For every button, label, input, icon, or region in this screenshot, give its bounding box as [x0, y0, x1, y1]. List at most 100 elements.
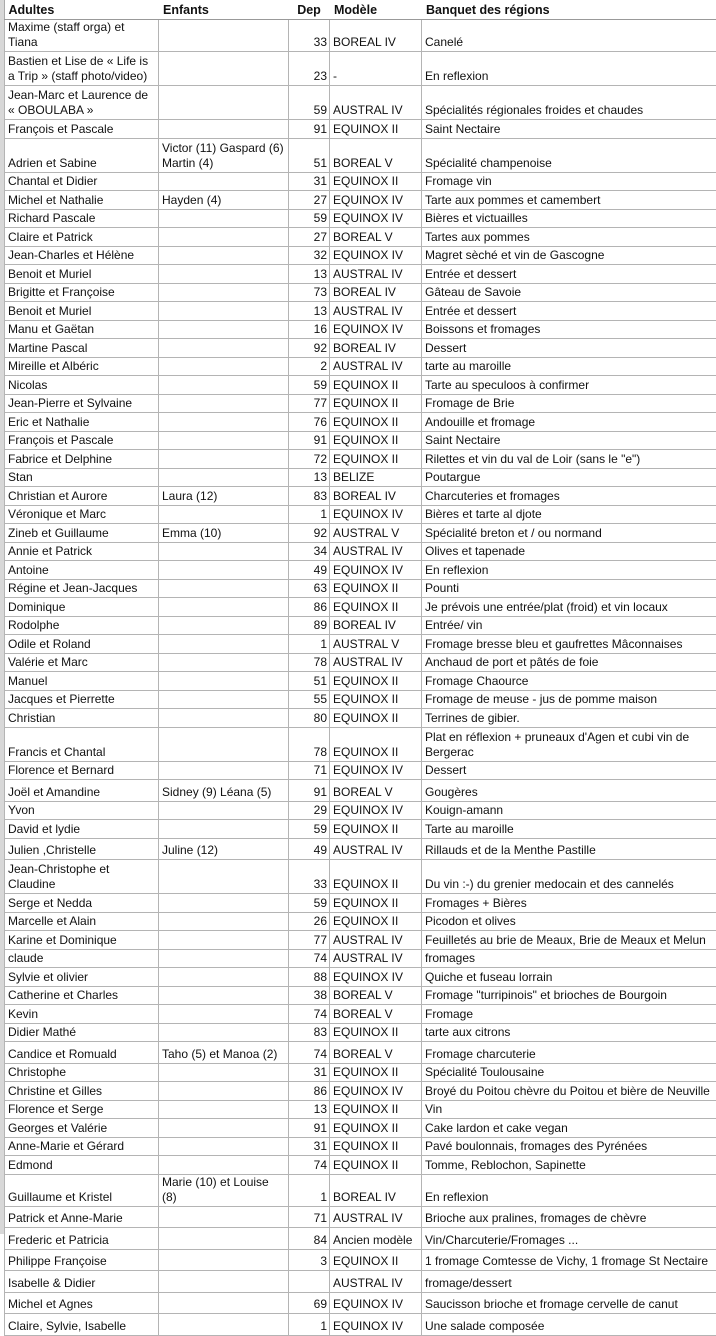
banquet-cell[interactable]: Tarte au speculoos à confirmer [422, 376, 716, 395]
dep-cell[interactable]: 91 [289, 120, 330, 139]
modele-cell[interactable]: AUSTRAL IV [330, 542, 422, 561]
adultes-cell[interactable]: Michel et Nathalie [5, 191, 159, 210]
adultes-cell[interactable]: François et Pascale [5, 120, 159, 139]
enfants-cell[interactable] [159, 265, 289, 284]
adultes-cell[interactable]: Joël et Amandine [5, 780, 159, 802]
adultes-cell[interactable]: Jean-Charles et Hélène [5, 246, 159, 265]
header-enfants[interactable]: Enfants [159, 0, 289, 20]
banquet-cell[interactable]: Canelé [422, 20, 716, 52]
adultes-cell[interactable]: Serge et Nedda [5, 894, 159, 913]
banquet-cell[interactable]: 1 fromage Comtesse de Vichy, 1 fromage S… [422, 1249, 716, 1271]
adultes-cell[interactable]: Francis et Chantal [5, 727, 159, 761]
enfants-cell[interactable] [159, 579, 289, 598]
banquet-cell[interactable]: Anchaud de port et pâtés de foie [422, 653, 716, 672]
enfants-cell[interactable] [159, 1100, 289, 1119]
dep-cell[interactable]: 76 [289, 413, 330, 432]
dep-cell[interactable]: 23 [289, 52, 330, 86]
modele-cell[interactable]: BOREAL V [330, 780, 422, 802]
dep-cell[interactable]: 78 [289, 653, 330, 672]
modele-cell[interactable]: EQUINOX IV [330, 561, 422, 580]
dep-cell[interactable]: 74 [289, 1042, 330, 1064]
enfants-cell[interactable] [159, 894, 289, 913]
enfants-cell[interactable] [159, 431, 289, 450]
modele-cell[interactable]: AUSTRAL IV [330, 265, 422, 284]
enfants-cell[interactable] [159, 727, 289, 761]
dep-cell[interactable]: 49 [289, 561, 330, 580]
header-dep[interactable]: Dep [289, 0, 330, 20]
banquet-cell[interactable]: Tartes aux pommes [422, 228, 716, 247]
banquet-cell[interactable]: Spécialité breton et / ou normand [422, 524, 716, 543]
banquet-cell[interactable]: Kouign-amann [422, 801, 716, 820]
dep-cell[interactable]: 34 [289, 542, 330, 561]
dep-cell[interactable]: 1 [289, 1174, 330, 1206]
adultes-cell[interactable]: Christine et Gilles [5, 1082, 159, 1101]
banquet-cell[interactable]: Tarte au maroille [422, 820, 716, 839]
adultes-cell[interactable]: Didier Mathé [5, 1023, 159, 1042]
enfants-cell[interactable] [159, 1228, 289, 1250]
adultes-cell[interactable]: Candice et Romuald [5, 1042, 159, 1064]
adultes-cell[interactable]: Jean-Christophe et Claudine [5, 860, 159, 894]
banquet-cell[interactable]: Une salade composée [422, 1314, 716, 1336]
banquet-cell[interactable]: Tarte aux pommes et camembert [422, 191, 716, 210]
enfants-cell[interactable]: Taho (5) et Manoa (2) [159, 1042, 289, 1064]
adultes-cell[interactable]: Maxime (staff orga) et Tiana [5, 20, 159, 52]
enfants-cell[interactable] [159, 1314, 289, 1336]
dep-cell[interactable]: 13 [289, 1100, 330, 1119]
modele-cell[interactable]: EQUINOX II [330, 1156, 422, 1175]
dep-cell[interactable]: 92 [289, 339, 330, 358]
enfants-cell[interactable] [159, 690, 289, 709]
banquet-cell[interactable]: Quiche et fuseau lorrain [422, 968, 716, 987]
dep-cell[interactable]: 55 [289, 690, 330, 709]
modele-cell[interactable]: Ancien modèle [330, 1228, 422, 1250]
adultes-cell[interactable]: Patrick et Anne-Marie [5, 1206, 159, 1228]
modele-cell[interactable]: EQUINOX IV [330, 1314, 422, 1336]
enfants-cell[interactable] [159, 1119, 289, 1138]
modele-cell[interactable]: EQUINOX II [330, 912, 422, 931]
modele-cell[interactable]: BOREAL V [330, 138, 422, 172]
adultes-cell[interactable]: Zineb et Guillaume [5, 524, 159, 543]
enfants-cell[interactable] [159, 1005, 289, 1024]
banquet-cell[interactable]: Gougères [422, 780, 716, 802]
adultes-cell[interactable]: Christian et Aurore [5, 487, 159, 506]
enfants-cell[interactable] [159, 394, 289, 413]
modele-cell[interactable]: EQUINOX II [330, 690, 422, 709]
enfants-cell[interactable] [159, 709, 289, 728]
dep-cell[interactable]: 89 [289, 616, 330, 635]
adultes-cell[interactable]: Catherine et Charles [5, 986, 159, 1005]
enfants-cell[interactable] [159, 120, 289, 139]
banquet-cell[interactable]: Entrée et dessert [422, 302, 716, 321]
modele-cell[interactable]: BOREAL IV [330, 283, 422, 302]
modele-cell[interactable]: EQUINOX II [330, 1023, 422, 1042]
adultes-cell[interactable]: Christophe [5, 1063, 159, 1082]
modele-cell[interactable]: EQUINOX II [330, 1100, 422, 1119]
adultes-cell[interactable]: Philippe Françoise [5, 1249, 159, 1271]
enfants-cell[interactable] [159, 283, 289, 302]
modele-cell[interactable]: BOREAL IV [330, 339, 422, 358]
modele-cell[interactable]: EQUINOX IV [330, 505, 422, 524]
banquet-cell[interactable]: Je prévois une entrée/plat (froid) et vi… [422, 598, 716, 617]
adultes-cell[interactable]: Claire et Patrick [5, 228, 159, 247]
adultes-cell[interactable]: Adrien et Sabine [5, 138, 159, 172]
enfants-cell[interactable] [159, 616, 289, 635]
modele-cell[interactable]: AUSTRAL IV [330, 653, 422, 672]
enfants-cell[interactable] [159, 246, 289, 265]
modele-cell[interactable]: AUSTRAL IV [330, 931, 422, 950]
adultes-cell[interactable]: Karine et Dominique [5, 931, 159, 950]
enfants-cell[interactable]: Emma (10) [159, 524, 289, 543]
adultes-cell[interactable]: Chantal et Didier [5, 172, 159, 191]
adultes-cell[interactable]: Nicolas [5, 376, 159, 395]
enfants-cell[interactable] [159, 468, 289, 487]
dep-cell[interactable]: 1 [289, 505, 330, 524]
adultes-cell[interactable]: Bastien et Lise de « Life is a Trip » (s… [5, 52, 159, 86]
modele-cell[interactable]: EQUINOX II [330, 820, 422, 839]
modele-cell[interactable]: EQUINOX II [330, 598, 422, 617]
enfants-cell[interactable] [159, 672, 289, 691]
enfants-cell[interactable]: Hayden (4) [159, 191, 289, 210]
modele-cell[interactable]: AUSTRAL V [330, 524, 422, 543]
modele-cell[interactable]: EQUINOX IV [330, 761, 422, 780]
banquet-cell[interactable]: Olives et tapenade [422, 542, 716, 561]
banquet-cell[interactable]: Fromage "turripinois" et brioches de Bou… [422, 986, 716, 1005]
adultes-cell[interactable]: Christian [5, 709, 159, 728]
adultes-cell[interactable]: Manuel [5, 672, 159, 691]
modele-cell[interactable]: AUSTRAL IV [330, 1271, 422, 1293]
